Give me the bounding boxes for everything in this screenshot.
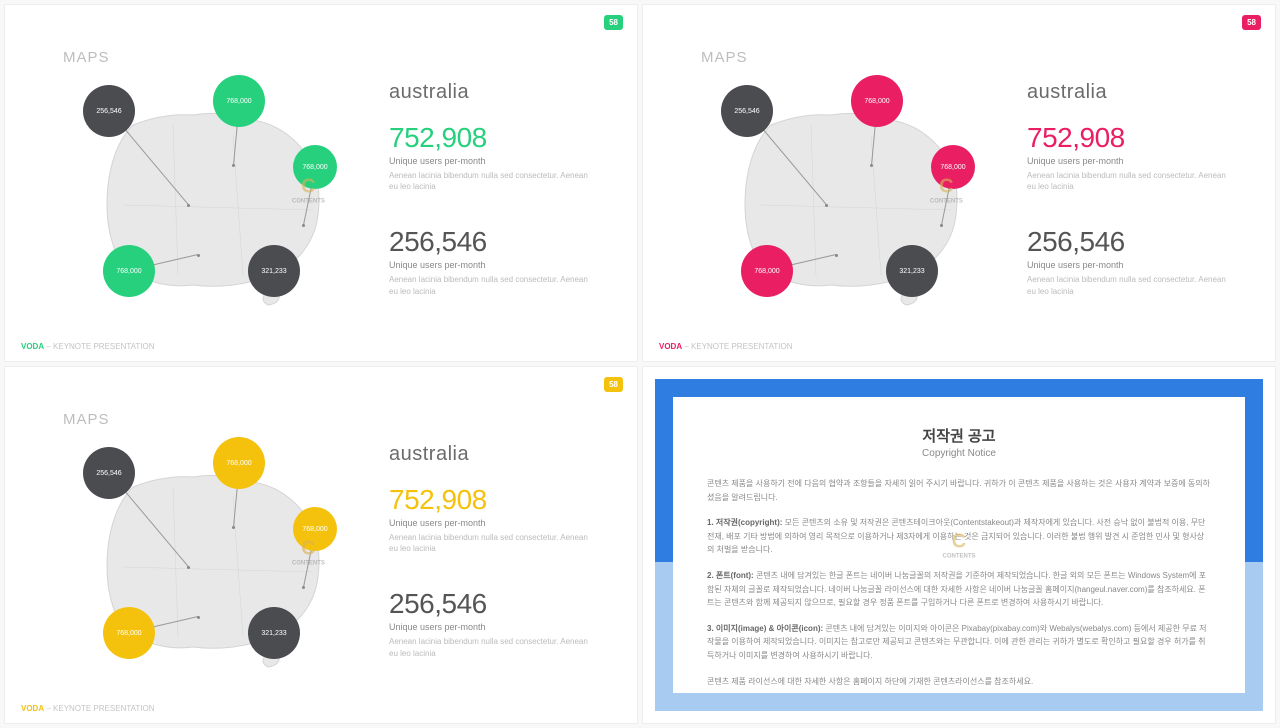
data-bubble: 768,000 <box>851 75 903 127</box>
stat-number: 752,908 <box>1027 122 1227 154</box>
stat-primary: 752,908 Unique users per-month Aenean la… <box>1027 122 1227 192</box>
stat-subtitle: Unique users per-month <box>1027 260 1227 270</box>
anchor-dot <box>940 224 943 227</box>
anchor-dot <box>197 254 200 257</box>
stat-primary: 752,908 Unique users per-month Aenean la… <box>389 484 589 554</box>
stat-description: Aenean lacinia bibendum nulla sed consec… <box>389 636 589 658</box>
slide-map-yellow: 58 MAPS 256,546 768,000 768,000 768,000 321,… <box>4 366 638 724</box>
anchor-dot <box>187 566 190 569</box>
stat-subtitle: Unique users per-month <box>389 156 589 166</box>
slide-title: MAPS <box>63 49 110 66</box>
slide-map-pink: 58 MAPS 256,546 768,000 768,000 768,000 321,… <box>642 4 1276 362</box>
copyright-border: 저작권 공고 Copyright Notice 콘텐츠 제품을 사용하기 전에 … <box>655 379 1263 711</box>
page-badge: 58 <box>1242 15 1261 30</box>
stat-number: 752,908 <box>389 484 589 516</box>
data-bubble: 768,000 <box>293 145 337 189</box>
data-bubble: 256,546 <box>721 85 773 137</box>
footer-brand: VODA <box>21 704 44 713</box>
anchor-dot <box>187 204 190 207</box>
slide-footer: VODA – KEYNOTE PRESENTATION <box>21 342 155 351</box>
footer-rest: – KEYNOTE PRESENTATION <box>44 704 154 713</box>
data-bubble: 256,546 <box>83 85 135 137</box>
stat-description: Aenean lacinia bibendum nulla sed consec… <box>389 532 589 554</box>
slide-copyright: 저작권 공고 Copyright Notice 콘텐츠 제품을 사용하기 전에 … <box>642 366 1276 724</box>
footer-brand: VODA <box>659 342 682 351</box>
stat-description: Aenean lacinia bibendum nulla sed consec… <box>389 170 589 192</box>
stat-number: 752,908 <box>389 122 589 154</box>
data-bubble: 768,000 <box>741 245 793 297</box>
footer-brand: VODA <box>21 342 44 351</box>
stat-subtitle: Unique users per-month <box>389 622 589 632</box>
slide-footer: VODA – KEYNOTE PRESENTATION <box>659 342 793 351</box>
anchor-dot <box>825 204 828 207</box>
slide-footer: VODA – KEYNOTE PRESENTATION <box>21 704 155 713</box>
stats-title: australia <box>389 443 589 466</box>
stat-description: Aenean lacinia bibendum nulla sed consec… <box>1027 170 1227 192</box>
slide-title: MAPS <box>63 411 110 428</box>
data-bubble: 321,233 <box>248 607 300 659</box>
map-area: 256,546 768,000 768,000 768,000 321,233 <box>701 75 1001 335</box>
copyright-title: 저작권 공고 <box>707 425 1211 446</box>
stat-subtitle: Unique users per-month <box>1027 156 1227 166</box>
anchor-dot <box>835 254 838 257</box>
copyright-subtitle: Copyright Notice <box>707 448 1211 459</box>
data-bubble: 321,233 <box>886 245 938 297</box>
page-badge: 58 <box>604 377 623 392</box>
data-bubble: 768,000 <box>213 75 265 127</box>
stats-panel: australia 752,908 Unique users per-month… <box>1027 81 1227 331</box>
stats-panel: australia 752,908 Unique users per-month… <box>389 443 589 693</box>
slide-map-green: 58 MAPS 256,546 768,000 768,000 768,000 321,… <box>4 4 638 362</box>
stats-panel: australia 752,908 Unique users per-month… <box>389 81 589 331</box>
page-badge: 58 <box>604 15 623 30</box>
anchor-dot <box>870 164 873 167</box>
stat-secondary: 256,546 Unique users per-month Aenean la… <box>389 588 589 658</box>
copyright-intro: 콘텐츠 제품을 사용하기 전에 다음의 협약과 조항들을 자세히 읽어 주시기 … <box>707 477 1211 504</box>
footer-rest: – KEYNOTE PRESENTATION <box>44 342 154 351</box>
data-bubble: 768,000 <box>213 437 265 489</box>
anchor-dot <box>302 224 305 227</box>
stat-description: Aenean lacinia bibendum nulla sed consec… <box>389 274 589 296</box>
stat-number: 256,546 <box>1027 226 1227 258</box>
data-bubble: 768,000 <box>103 245 155 297</box>
anchor-dot <box>232 164 235 167</box>
stat-subtitle: Unique users per-month <box>389 260 589 270</box>
stats-title: australia <box>1027 81 1227 104</box>
stat-secondary: 256,546 Unique users per-month Aenean la… <box>1027 226 1227 296</box>
map-area: 256,546 768,000 768,000 768,000 321,233 <box>63 75 363 335</box>
anchor-dot <box>232 526 235 529</box>
anchor-dot <box>197 616 200 619</box>
data-bubble: 256,546 <box>83 447 135 499</box>
data-bubble: 321,233 <box>248 245 300 297</box>
data-bubble: 768,000 <box>293 507 337 551</box>
stat-description: Aenean lacinia bibendum nulla sed consec… <box>1027 274 1227 296</box>
slide-title: MAPS <box>701 49 748 66</box>
stats-title: australia <box>389 81 589 104</box>
data-bubble: 768,000 <box>931 145 975 189</box>
stat-subtitle: Unique users per-month <box>389 518 589 528</box>
stat-number: 256,546 <box>389 226 589 258</box>
copyright-closing: 콘텐츠 제품 라이선스에 대한 자세한 사항은 홈페이지 하단에 기재한 콘텐츠… <box>707 675 1211 689</box>
stat-primary: 752,908 Unique users per-month Aenean la… <box>389 122 589 192</box>
stat-number: 256,546 <box>389 588 589 620</box>
copyright-section-3: 3. 이미지(image) & 아이콘(icon): 콘텐츠 내에 담겨있는 이… <box>707 622 1211 663</box>
anchor-dot <box>302 586 305 589</box>
stat-secondary: 256,546 Unique users per-month Aenean la… <box>389 226 589 296</box>
copyright-section-1: 1. 저작권(copyright): 모든 콘텐츠의 소유 및 저작권은 콘텐츠… <box>707 516 1211 557</box>
copyright-section-2: 2. 폰트(font): 콘텐츠 내에 담겨있는 한글 폰트는 네이버 나눔글꼴… <box>707 569 1211 610</box>
copyright-panel: 저작권 공고 Copyright Notice 콘텐츠 제품을 사용하기 전에 … <box>673 397 1245 693</box>
map-area: 256,546 768,000 768,000 768,000 321,233 <box>63 437 363 697</box>
data-bubble: 768,000 <box>103 607 155 659</box>
footer-rest: – KEYNOTE PRESENTATION <box>682 342 792 351</box>
